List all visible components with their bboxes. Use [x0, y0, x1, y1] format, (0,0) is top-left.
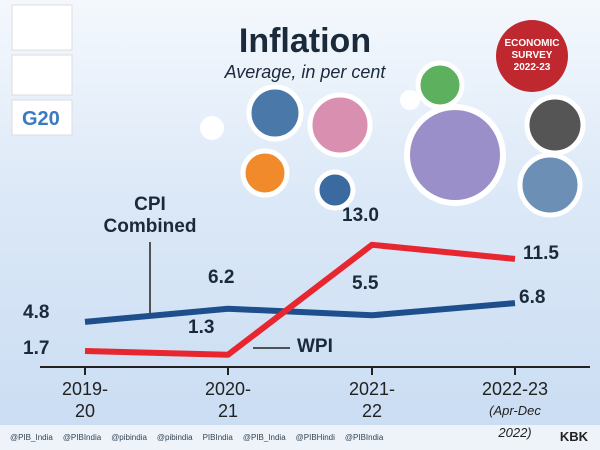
- chart-subtitle: Average, in per cent: [224, 62, 386, 82]
- survey-badge: ECONOMIC SURVEY 2022-23: [496, 20, 568, 92]
- deco-circle: [415, 60, 465, 110]
- legend-label: CPI Combined: [103, 194, 197, 237]
- footer: @PIB_India @PIBIndia @pibindia @pibindia PIB…: [0, 425, 600, 450]
- x-tick-label: 2020-21: [204, 379, 252, 421]
- g20-logo: [11, 99, 73, 136]
- social-handle: @PIBIndia: [344, 433, 384, 442]
- deco-circle: [404, 104, 506, 206]
- legend-label: WPI: [297, 336, 333, 357]
- data-label: 6.2: [208, 266, 235, 288]
- deco-circle: [517, 152, 583, 218]
- credit: KBK: [559, 429, 588, 444]
- data-label: 6.8: [519, 287, 546, 309]
- data-label: 4.8: [23, 301, 50, 323]
- data-label: 1.3: [188, 316, 215, 338]
- series-line: [84, 241, 516, 358]
- deco-circle: [246, 84, 304, 142]
- deco-circle: [240, 148, 290, 198]
- data-label: 5.5: [352, 273, 379, 295]
- x-tick-label: 2021-22: [348, 379, 396, 421]
- deco-circle: [200, 116, 224, 140]
- social-handle: @pibindia: [156, 433, 193, 442]
- deco-circle: [307, 92, 373, 158]
- series-line: [84, 300, 516, 325]
- x-tick-label: 2019-20: [61, 379, 109, 421]
- g20-text: G20: [22, 108, 60, 130]
- category-note: (Apr-Dec 2022): [489, 403, 541, 440]
- social-handle: @PIBIndia: [62, 433, 102, 442]
- pib-logo: [11, 4, 73, 51]
- social-handle: @PIBHindi: [295, 433, 335, 442]
- azadi-logo: [11, 54, 73, 96]
- social-handle: @PIB_India: [242, 433, 286, 442]
- data-label: 1.7: [23, 338, 50, 360]
- x-tick-label: 2022-23: [481, 379, 549, 399]
- social-handle: PIBIndia: [202, 433, 233, 442]
- deco-circle: [400, 90, 420, 110]
- data-label: 13.0: [342, 204, 379, 226]
- social-handle: @PIB_India: [10, 433, 53, 442]
- data-label: 11.5: [523, 242, 559, 264]
- deco-circle: [524, 94, 586, 156]
- social-handle: @pibindia: [111, 433, 147, 442]
- chart-title: Inflation: [238, 22, 372, 60]
- deco-circle: [314, 169, 356, 211]
